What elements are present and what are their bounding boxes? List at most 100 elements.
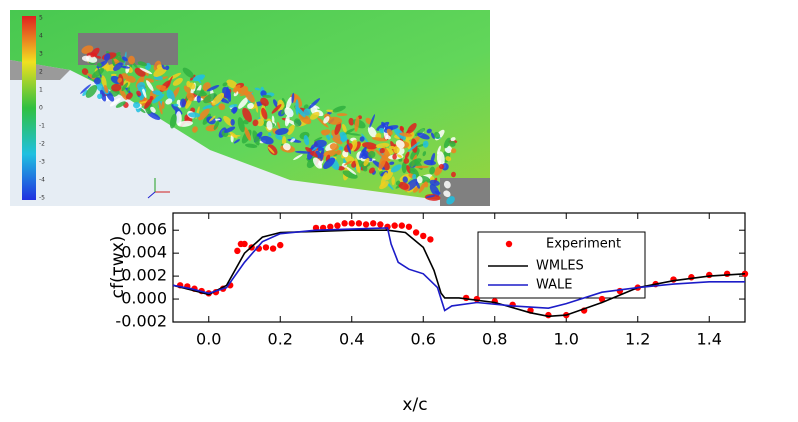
legend-label: WMLES <box>536 259 584 274</box>
x-tick-label: 0.2 <box>268 330 293 349</box>
vortex <box>271 104 282 114</box>
vortex <box>303 104 309 110</box>
data-point <box>377 221 384 228</box>
vortex <box>443 190 451 198</box>
vortex <box>144 97 153 109</box>
vortex <box>412 174 417 180</box>
vortex <box>256 118 265 127</box>
vortex <box>164 65 170 71</box>
x-tick-label: 0.4 <box>339 330 364 349</box>
vortex <box>122 56 128 62</box>
vortex <box>378 127 386 134</box>
data-point <box>241 240 248 248</box>
colorbar-label: -4 <box>39 177 45 184</box>
vortex <box>385 135 391 140</box>
colorbar-label: -5 <box>39 195 45 202</box>
vortex <box>369 114 375 128</box>
vortex <box>137 81 146 90</box>
vortex <box>436 151 445 167</box>
series-line <box>172 229 746 318</box>
vortex <box>386 128 393 136</box>
vortex <box>266 120 273 131</box>
data-point <box>341 220 348 227</box>
vortex <box>361 133 370 145</box>
vortex <box>285 96 293 110</box>
vortex <box>186 92 195 102</box>
vortex <box>346 143 352 155</box>
vortex <box>424 181 429 188</box>
vortex <box>232 84 241 93</box>
vortex <box>451 171 456 178</box>
vortex <box>237 117 245 133</box>
vortex <box>127 55 136 65</box>
vortex <box>101 75 107 89</box>
data-point <box>427 236 434 243</box>
vortex <box>99 89 107 102</box>
vortex <box>169 113 177 129</box>
vortex <box>97 93 103 100</box>
x-tick-label: 1.2 <box>625 330 650 349</box>
vortex <box>119 87 128 100</box>
vortex <box>244 143 258 148</box>
vortex <box>367 126 377 138</box>
vortex <box>446 196 455 205</box>
vortex <box>206 84 220 92</box>
vortex <box>82 90 88 97</box>
vortex <box>339 146 343 151</box>
vortex <box>401 161 407 174</box>
vortex <box>443 180 451 189</box>
vortex <box>209 115 216 122</box>
vortex <box>173 103 179 107</box>
vortex <box>368 167 375 174</box>
vortex <box>147 111 161 120</box>
vortex <box>318 160 322 169</box>
vortex <box>212 92 225 106</box>
vortex <box>261 107 268 120</box>
vortex <box>303 135 310 146</box>
vortex <box>429 166 436 175</box>
vortex <box>112 54 126 63</box>
vortex <box>332 137 343 145</box>
axis-triad <box>147 191 156 199</box>
data-point <box>355 220 363 227</box>
vortex <box>414 165 429 169</box>
vortex <box>404 151 410 159</box>
vortex <box>316 117 329 128</box>
vortex <box>247 102 254 109</box>
vortex <box>85 85 98 98</box>
vortex <box>438 163 445 170</box>
colorbar-label: 3 <box>39 51 43 58</box>
vortex <box>389 161 395 165</box>
vortex <box>125 92 133 100</box>
vortex <box>375 142 390 149</box>
vortex <box>305 146 318 158</box>
colorbar-label: 1 <box>39 87 43 94</box>
vortex <box>183 85 192 94</box>
vortex <box>146 80 154 92</box>
vortex <box>213 120 220 130</box>
vortex <box>291 92 295 104</box>
vortex <box>313 137 323 142</box>
legend-label: Experiment <box>546 237 621 252</box>
vortex <box>193 90 207 97</box>
vortex <box>295 150 311 154</box>
vortex <box>381 121 387 128</box>
vortex <box>233 91 239 97</box>
x-tick-label: 1.4 <box>697 330 722 349</box>
vortex <box>337 166 345 171</box>
vortex <box>109 97 121 107</box>
data-point <box>262 244 270 251</box>
y-tick-label: 0.000 <box>121 289 167 308</box>
vortex <box>298 113 312 125</box>
vortex <box>229 131 238 139</box>
vortex <box>161 64 166 70</box>
vortex <box>348 117 355 126</box>
vortex <box>449 140 456 147</box>
colorbar-labels: 5 4 3 2 1 0 -1 -2 -3 -4 -5 <box>39 15 45 202</box>
data-point <box>269 245 277 252</box>
vortex <box>202 104 214 110</box>
vortex <box>327 116 343 125</box>
vortex <box>412 186 419 193</box>
vortex <box>282 143 291 151</box>
vortex <box>254 87 261 91</box>
